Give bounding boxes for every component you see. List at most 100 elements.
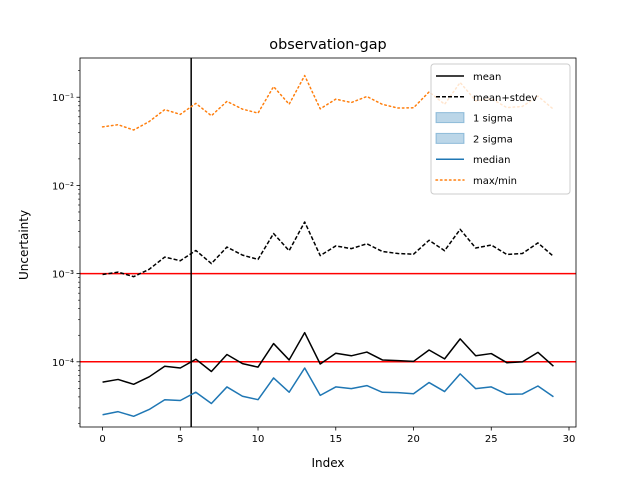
data-point-mean-27 — [522, 361, 524, 363]
data-point-max-min-11 — [273, 86, 275, 88]
data-point-mean-stdev-10 — [257, 259, 259, 261]
data-point-mean-28 — [537, 352, 539, 354]
legend-label-median: median — [473, 155, 511, 166]
data-point-mean-22 — [444, 358, 446, 360]
data-point-max-min-21 — [428, 91, 430, 93]
data-point-mean-1 — [117, 379, 119, 381]
data-point-mean-6 — [195, 358, 197, 360]
data-point-mean-stdev-24 — [475, 247, 477, 249]
legend-box — [430, 63, 571, 195]
data-point-mean-stdev-18 — [382, 251, 384, 253]
data-point-median-29 — [553, 396, 555, 398]
data-point-max-min-6 — [195, 103, 197, 105]
data-point-mean-21 — [428, 349, 430, 351]
data-point-max-min-7 — [211, 115, 213, 117]
data-point-mean-stdev-16 — [351, 248, 353, 250]
data-point-max-min-17 — [366, 96, 368, 98]
data-point-max-min-0 — [102, 126, 104, 128]
legend-swatch-2-sigma — [435, 132, 465, 144]
data-point-mean-stdev-21 — [428, 239, 430, 241]
x-tick-label: 5 — [177, 434, 183, 445]
data-point-median-6 — [195, 391, 197, 393]
series-group — [80, 58, 576, 427]
data-point-mean-stdev-3 — [148, 268, 150, 270]
data-point-median-28 — [537, 385, 539, 387]
data-point-median-23 — [459, 373, 461, 375]
data-point-mean-16 — [351, 355, 353, 357]
data-point-mean-stdev-6 — [195, 250, 197, 252]
data-point-mean-stdev-25 — [490, 244, 492, 246]
legend-swatch-1-sigma — [435, 112, 465, 124]
data-point-max-min-14 — [319, 108, 321, 110]
data-point-max-min-4 — [164, 109, 166, 111]
data-point-max-min-19 — [397, 107, 399, 109]
legend-label-max-min: max/min — [473, 176, 517, 187]
data-point-mean-stdev-14 — [319, 255, 321, 257]
data-point-max-min-2 — [133, 129, 135, 131]
x-tick-label: 10 — [252, 434, 265, 445]
data-point-mean-5 — [179, 367, 181, 369]
x-tick-label: 25 — [485, 434, 498, 445]
y-tick-label: 10⁻² — [52, 181, 74, 192]
x-tick-label: 15 — [329, 434, 342, 445]
data-point-mean-stdev-9 — [242, 254, 244, 256]
data-point-median-18 — [382, 392, 384, 394]
legend-label-mean-stdev: mean+stdev — [473, 93, 537, 104]
data-point-median-5 — [179, 400, 181, 402]
y-tick-label: 10⁻¹ — [52, 93, 74, 104]
data-point-median-26 — [506, 394, 508, 396]
y-axis-label: Uncertainty — [17, 210, 31, 280]
data-point-median-11 — [273, 377, 275, 379]
data-point-mean-3 — [148, 376, 150, 378]
data-point-median-1 — [117, 411, 119, 413]
data-point-mean-15 — [335, 352, 337, 354]
data-point-median-15 — [335, 386, 337, 388]
data-point-mean-stdev-27 — [522, 253, 524, 255]
x-axis-label: Index — [311, 456, 344, 470]
data-point-mean-2 — [133, 383, 135, 385]
data-point-median-20 — [413, 393, 415, 395]
data-point-median-12 — [288, 391, 290, 393]
series-line-median — [102, 367, 554, 418]
data-point-median-4 — [164, 399, 166, 401]
y-tick-label: 10⁻³ — [52, 270, 74, 281]
data-point-median-21 — [428, 382, 430, 384]
data-point-mean-0 — [102, 381, 104, 383]
data-point-mean-stdev-28 — [537, 242, 539, 244]
data-point-mean-19 — [397, 360, 399, 362]
data-point-mean-10 — [257, 366, 259, 368]
legend-label-mean: mean — [473, 72, 501, 83]
data-point-median-13 — [304, 367, 306, 369]
data-point-max-min-13 — [304, 75, 306, 77]
data-point-mean-13 — [304, 332, 306, 334]
data-point-max-min-8 — [226, 101, 228, 103]
data-point-max-min-10 — [257, 112, 259, 114]
y-tick-label: 10⁻⁴ — [52, 358, 74, 369]
data-point-mean-11 — [273, 343, 275, 345]
data-point-mean-stdev-29 — [553, 256, 555, 258]
data-point-median-3 — [148, 409, 150, 411]
series-line-mean-stdev — [102, 221, 554, 278]
data-point-max-min-12 — [288, 103, 290, 105]
data-point-mean-stdev-22 — [444, 250, 446, 252]
data-point-max-min-15 — [335, 98, 337, 100]
data-point-median-19 — [397, 392, 399, 394]
data-point-mean-stdev-26 — [506, 254, 508, 256]
data-point-mean-8 — [226, 354, 228, 356]
axes: 0 5 10 15 20 25 30 10⁻⁴ 10⁻³ 10⁻² 10⁻¹ — [52, 57, 577, 445]
data-point-mean-stdev-23 — [459, 229, 461, 231]
data-point-mean-stdev-13 — [304, 221, 306, 223]
data-point-max-min-3 — [148, 121, 150, 123]
legend-label-1-sigma: 1 sigma — [473, 114, 513, 125]
data-point-mean-25 — [490, 353, 492, 355]
data-point-mean-stdev-7 — [211, 263, 213, 265]
data-point-mean-stdev-20 — [413, 253, 415, 255]
data-point-median-17 — [366, 385, 368, 387]
data-point-mean-4 — [164, 365, 166, 367]
data-point-median-0 — [102, 414, 104, 416]
data-point-mean-stdev-11 — [273, 233, 275, 235]
data-point-mean-20 — [413, 361, 415, 363]
data-point-mean-stdev-17 — [366, 243, 368, 245]
data-point-mean-stdev-0 — [102, 274, 104, 276]
